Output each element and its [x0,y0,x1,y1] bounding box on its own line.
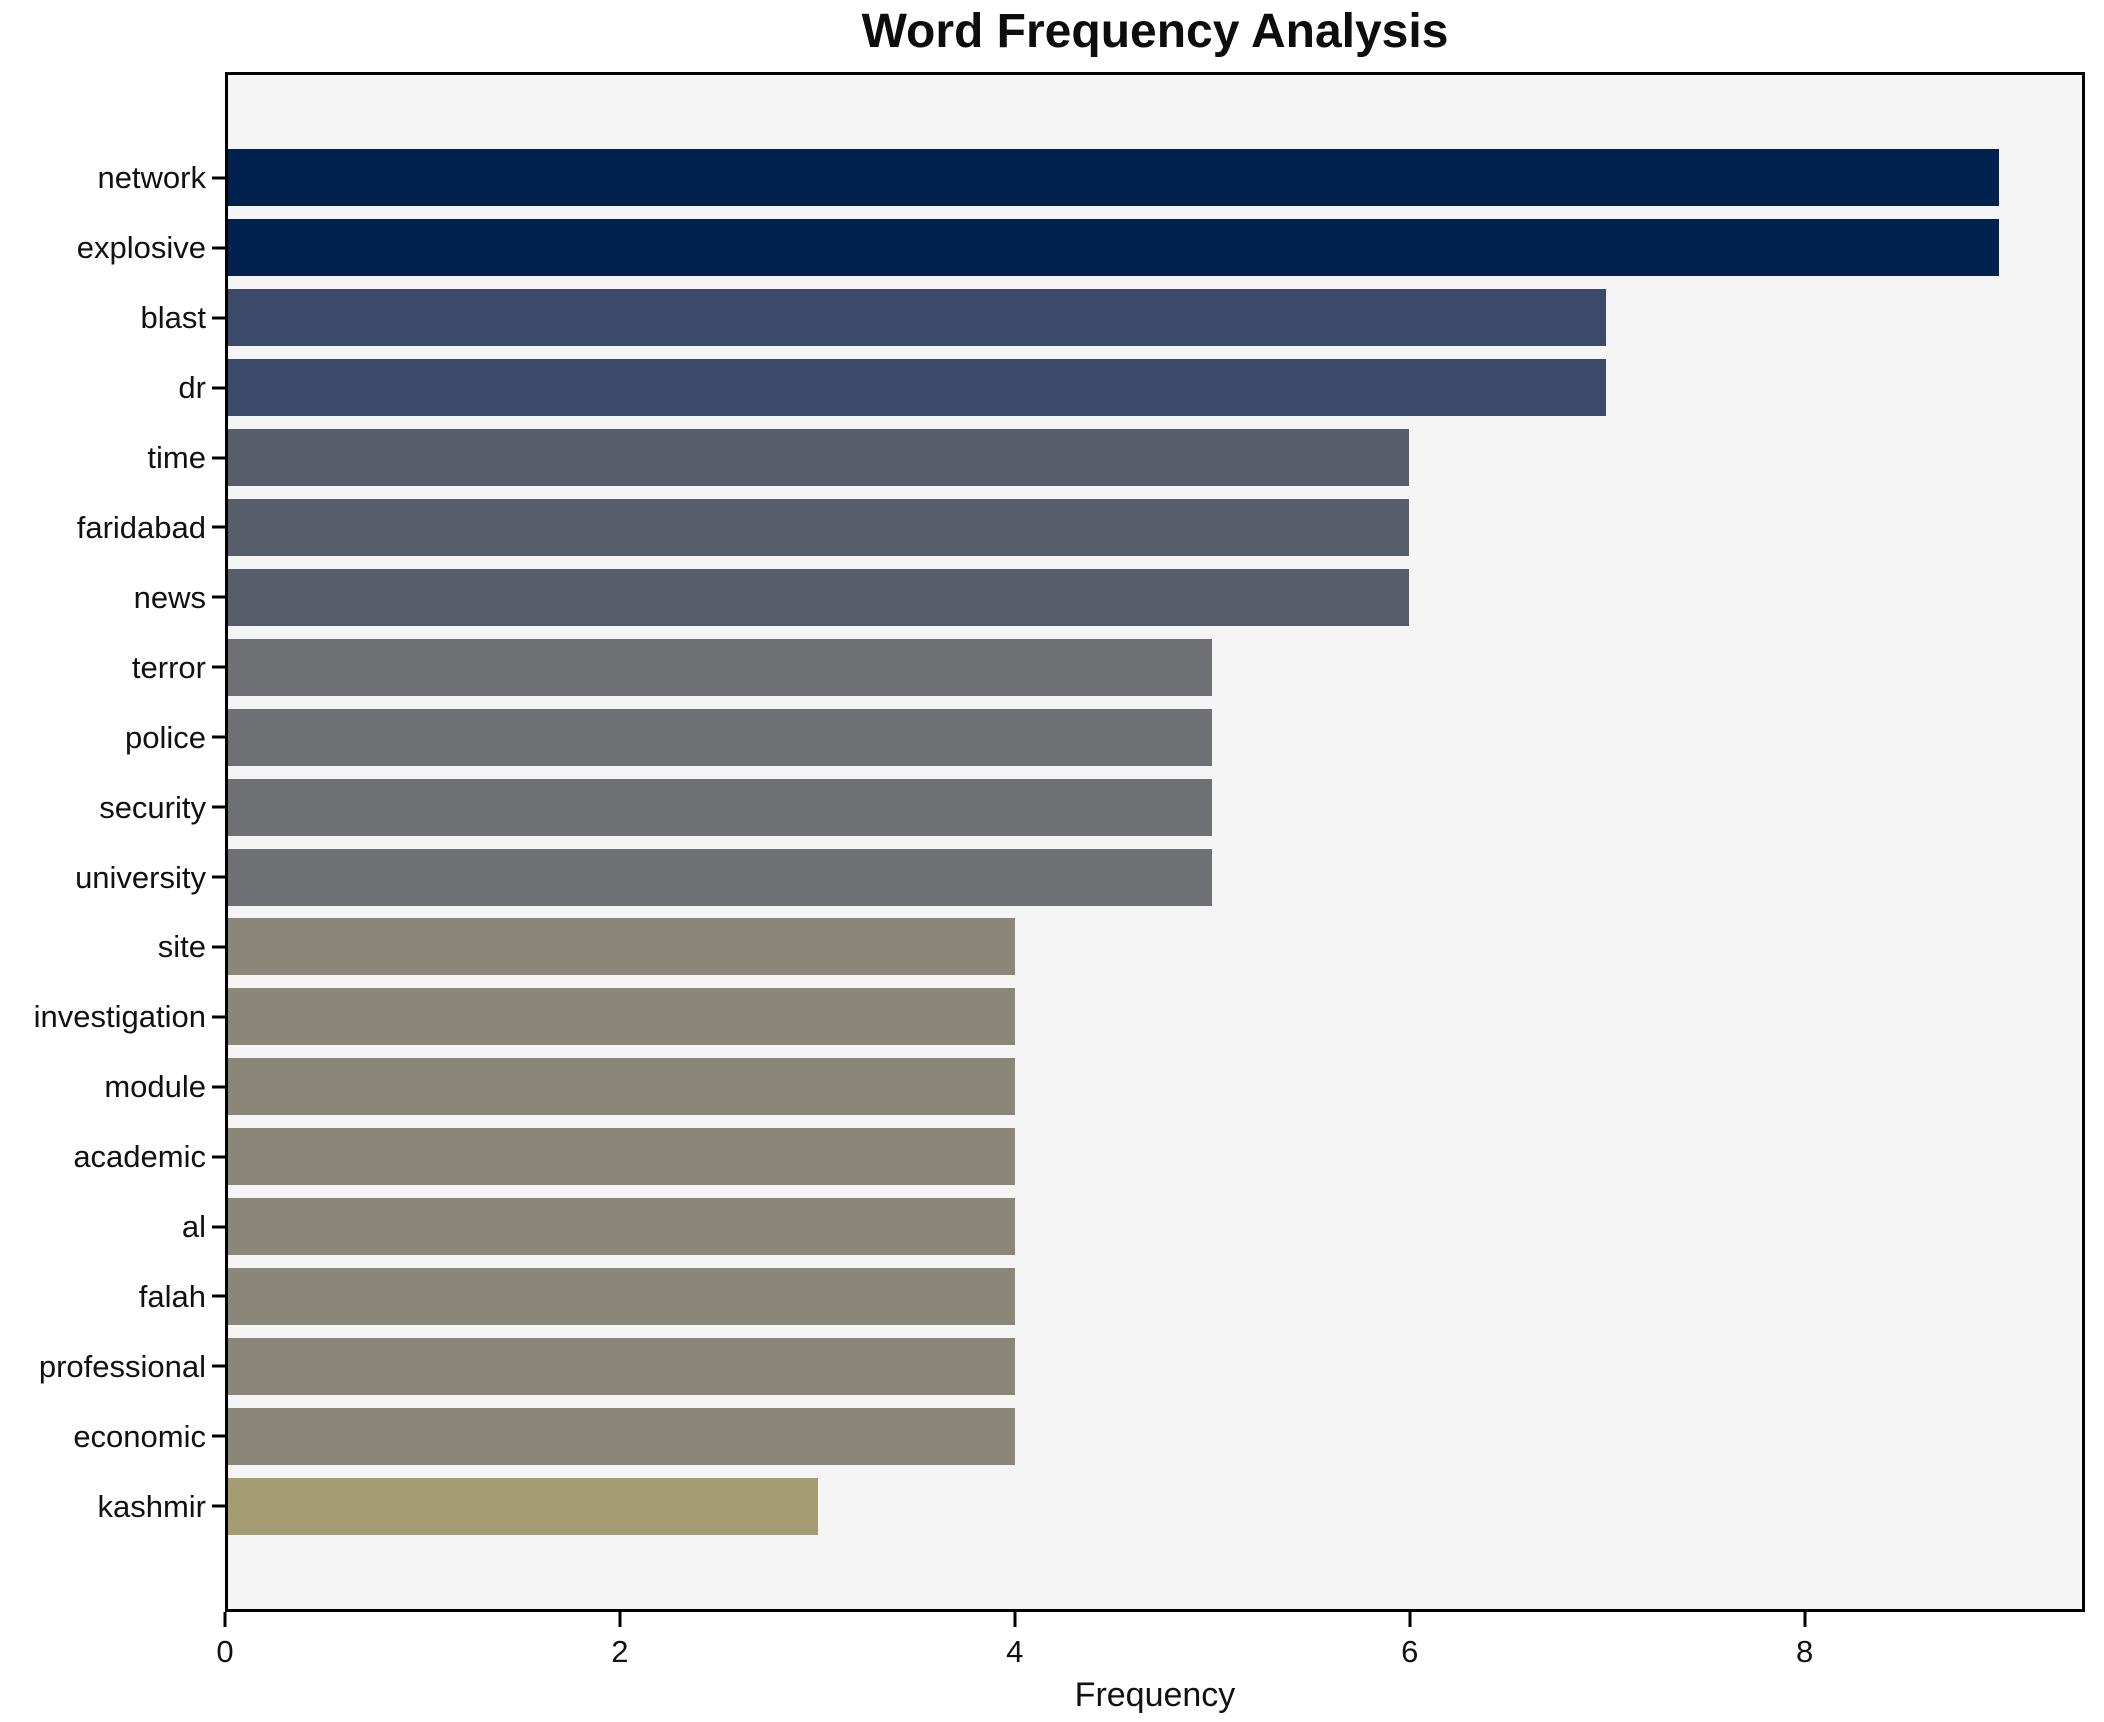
bar-kashmir [228,1477,819,1535]
y-axis-tick-mark [212,1294,225,1298]
bar-row: professional [39,1331,2082,1401]
bar-site [228,918,1016,976]
y-axis-tick-mark [212,735,225,739]
bar-police [228,708,1213,766]
bar-news [228,568,1409,626]
y-axis-label-explosive: explosive [76,230,206,266]
y-axis-tick-mark [212,1434,225,1438]
bar-row: site [158,912,2082,982]
y-axis-label-time: time [147,440,206,476]
y-axis-tick-mark [212,1015,225,1019]
y-axis-label-network: network [97,160,206,196]
y-axis-tick-mark [212,595,225,599]
plot-area: network explosive blast dr time faridabad news… [34,72,2085,1612]
y-axis-label-dr: dr [178,370,206,406]
bar-row: explosive [77,213,2082,283]
bar-row: economic [73,1401,2082,1471]
bar-row: security [99,772,2082,842]
y-axis-label-news: news [133,579,206,615]
bar-falah [228,1267,1016,1325]
y-axis-tick-mark [212,386,225,390]
x-axis-tick-mark [223,1612,227,1627]
y-axis-label-blast: blast [140,300,206,336]
y-axis-tick-mark [212,1504,225,1508]
y-axis-tick-mark [212,525,225,529]
bar-blast [228,289,1606,347]
bar-row: dr [178,353,2082,423]
bar-row: blast [141,283,2082,353]
bar-row: university [75,842,2082,912]
x-axis-tick-mark [1408,1612,1412,1627]
bar-row: network [97,143,2082,213]
chart-title: Word Frequency Analysis [861,5,1449,58]
x-axis-tick-mark [1013,1612,1017,1627]
y-axis-tick-mark [212,176,225,180]
bar-row: terror [132,632,2082,702]
x-axis-title: Frequency [1074,1676,1236,1714]
x-axis: 0 2 4 6 8 [216,1612,2085,1682]
bar-security [228,778,1213,836]
bar-terror [228,638,1213,696]
bar-explosive [228,219,2000,277]
bar-economic [228,1407,1016,1465]
y-axis-label-economic: economic [73,1418,206,1454]
bar-academic [228,1128,1016,1186]
x-axis-tick-label: 0 [216,1634,234,1669]
y-axis-label-investigation: investigation [33,999,206,1035]
bar-al [228,1198,1016,1256]
y-axis-label-site: site [157,929,206,965]
y-axis-label-professional: professional [38,1348,206,1384]
y-axis-tick-mark [212,945,225,949]
x-axis-tick-label: 4 [1006,1634,1024,1669]
bar-row: al [182,1192,2082,1262]
x-axis-tick-mark [618,1612,622,1627]
y-axis-tick-mark [212,875,225,879]
bar-time [228,429,1409,487]
y-axis-tick-mark [212,1364,225,1368]
x-axis-tick-mark [1803,1612,1807,1627]
bar-faridabad [228,498,1409,556]
bar-investigation [228,988,1016,1046]
bar-row: faridabad [77,493,2082,563]
y-axis-tick-mark [212,1155,225,1159]
bar-row: kashmir [97,1471,2082,1541]
y-axis-tick-mark [212,1085,225,1089]
y-axis-tick-mark [212,665,225,669]
y-axis-tick-mark [212,246,225,250]
y-axis-label-security: security [99,789,206,825]
y-axis-label-academic: academic [73,1139,206,1175]
bar-row: academic [73,1122,2082,1192]
bar-row: investigation [34,982,2082,1052]
y-axis-tick-mark [212,1225,225,1229]
y-axis-tick-mark [212,316,225,320]
bar-row: news [134,562,2082,632]
bar-dr [228,359,1606,417]
bar-row: module [104,1052,2082,1122]
y-axis-label-kashmir: kashmir [97,1488,206,1524]
y-axis-label-al: al [181,1209,206,1245]
y-axis-tick-mark [212,456,225,460]
bar-row: police [125,702,2082,772]
y-axis-label-university: university [75,859,206,895]
bar-row: falah [139,1262,2082,1332]
x-axis-tick-label: 8 [1795,1634,1814,1669]
y-axis-label-module: module [104,1069,206,1105]
y-axis-tick-mark [212,805,225,809]
bars-area: network explosive blast dr time faridabad news… [34,75,2082,1609]
y-axis-label-police: police [125,719,206,755]
bar-module [228,1058,1016,1116]
x-axis-tick-label: 6 [1401,1634,1419,1669]
bar-row: time [147,423,2082,493]
y-axis-label-faridabad: faridabad [76,509,206,545]
y-axis-label-falah: falah [138,1278,206,1314]
bar-professional [228,1337,1016,1395]
bar-university [228,848,1213,906]
x-axis-tick-label: 2 [611,1634,629,1669]
bar-network [228,149,2000,207]
y-axis-label-terror: terror [131,649,206,685]
